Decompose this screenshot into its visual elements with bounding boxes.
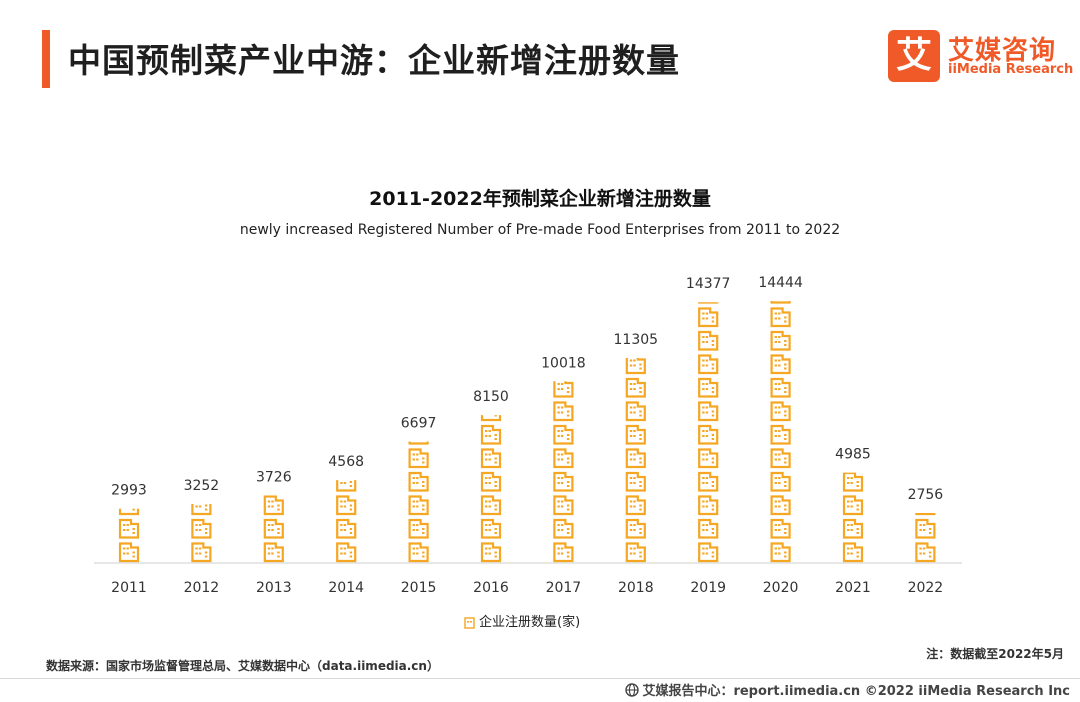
legend: 企业注册数量(家) bbox=[464, 611, 580, 630]
bar-2017 bbox=[553, 381, 574, 563]
legend-label: 企业注册数量(家) bbox=[479, 615, 581, 630]
value-label-2014: 4568 bbox=[328, 454, 364, 470]
logo-mark: 艾 bbox=[888, 30, 940, 82]
value-label-2020: 14444 bbox=[758, 275, 803, 291]
x-tick-label-2019: 2019 bbox=[690, 580, 726, 596]
bar-2021 bbox=[842, 472, 864, 563]
logo-text-cn: 艾媒咨询 bbox=[948, 36, 1057, 66]
value-label-2011: 2993 bbox=[111, 483, 147, 499]
x-tick-label-2021: 2021 bbox=[835, 580, 871, 596]
x-tick-label-2014: 2014 bbox=[328, 580, 364, 596]
value-label-2013: 3726 bbox=[256, 469, 292, 485]
globe-icon bbox=[625, 683, 640, 697]
value-label-2018: 11305 bbox=[614, 332, 659, 348]
bar-2018 bbox=[625, 357, 646, 563]
x-tick-label-2018: 2018 bbox=[618, 580, 654, 596]
bar-2016 bbox=[480, 415, 502, 563]
footer-copyright-text: 艾媒报告中心：report.iimedia.cn ©2022 iiMedia R… bbox=[642, 684, 1070, 699]
page-title: 中国预制菜产业中游：企业新增注册数量 bbox=[68, 41, 680, 80]
bar-2012 bbox=[191, 504, 212, 563]
x-tick-label-2012: 2012 bbox=[184, 580, 220, 596]
footer-divider bbox=[0, 678, 1080, 679]
x-tick-label-2020: 2020 bbox=[763, 580, 799, 596]
title-accent-bar bbox=[42, 30, 50, 88]
logo-text-en: iiMedia Research bbox=[948, 62, 1074, 77]
data-source: 数据来源：国家市场监督管理总局、艾媒数据中心（data.iimedia.cn） bbox=[46, 659, 439, 673]
value-label-2012: 3252 bbox=[184, 478, 220, 494]
value-label-2016: 8150 bbox=[473, 389, 509, 405]
value-label-2015: 6697 bbox=[401, 416, 437, 432]
value-label-2021: 4985 bbox=[835, 447, 871, 463]
bar-2015 bbox=[408, 441, 429, 563]
chart-subtitle: newly increased Registered Number of Pre… bbox=[239, 222, 841, 238]
bar-2020 bbox=[770, 301, 791, 563]
bar-2019 bbox=[698, 302, 719, 563]
legend-building-icon bbox=[464, 616, 475, 629]
x-tick-label-2022: 2022 bbox=[908, 580, 944, 596]
x-tick-label-2017: 2017 bbox=[546, 580, 582, 596]
x-tick-label-2015: 2015 bbox=[401, 580, 437, 596]
x-tick-label-2013: 2013 bbox=[256, 580, 292, 596]
x-tick-label-2011: 2011 bbox=[111, 580, 147, 596]
data-note: 注：数据截至2022年5月 bbox=[926, 647, 1064, 661]
chart-title: 2011-2022年预制菜企业新增注册数量 bbox=[369, 188, 711, 210]
bar-2011 bbox=[118, 508, 140, 563]
value-label-2022: 2756 bbox=[908, 487, 944, 503]
iimedia-logo: 艾 艾媒咨询 iiMedia Research bbox=[888, 30, 1073, 82]
footer-copyright: 艾媒报告中心：report.iimedia.cn ©2022 iiMedia R… bbox=[625, 680, 1070, 699]
value-label-2019: 14377 bbox=[686, 276, 731, 292]
x-tick-label-2016: 2016 bbox=[473, 580, 509, 596]
bar-2014 bbox=[336, 480, 357, 563]
bar-2013 bbox=[263, 495, 284, 563]
bar-2022 bbox=[915, 513, 936, 563]
value-label-2017: 10018 bbox=[541, 355, 586, 371]
